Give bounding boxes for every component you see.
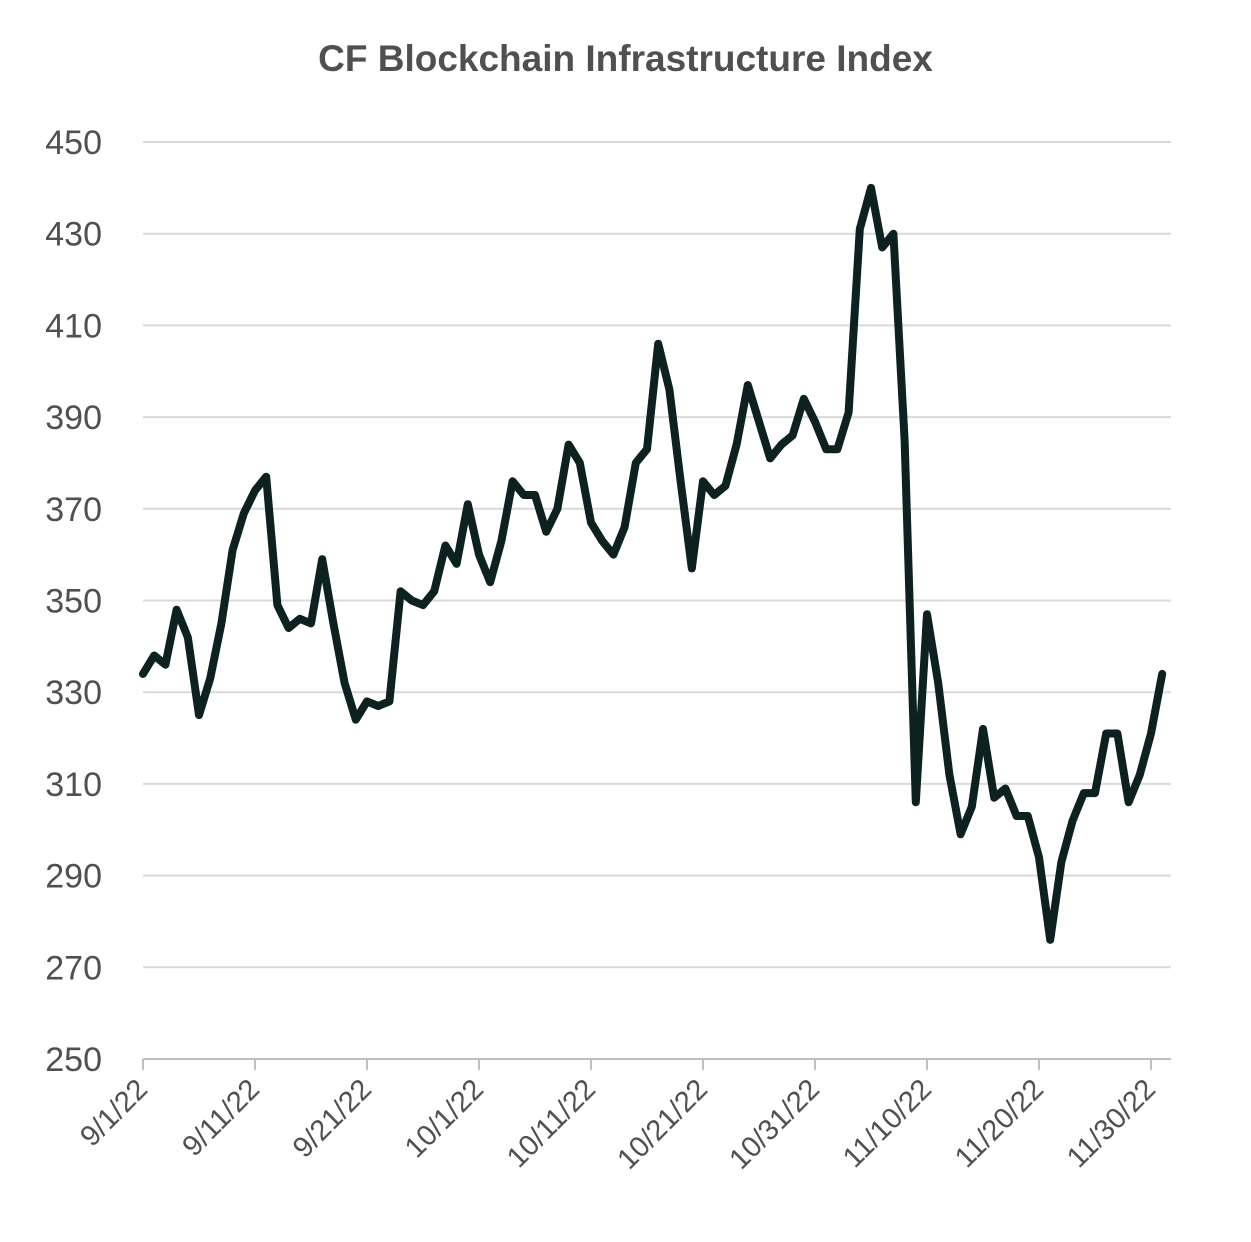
y-tick-label-450: 450 [45, 124, 102, 162]
y-tick-label-290: 290 [45, 858, 102, 896]
chart-title: CF Blockchain Infrastructure Index [318, 38, 933, 79]
y-tick-label-310: 310 [45, 766, 102, 804]
x-axis-tick-labels: 9/1/22 9/11/22 9/21/22 10/1/22 10/11/22 10/21… [74, 1073, 1162, 1175]
x-tick-label-1: 9/11/22 [176, 1073, 266, 1163]
gridlines [143, 141, 1171, 969]
x-tick-label-3: 10/1/22 [399, 1073, 490, 1164]
series-line-0 [139, 183, 1167, 944]
x-tick-label-6: 10/31/22 [723, 1073, 825, 1175]
y-tick-label-370: 370 [45, 491, 102, 529]
y-tick-label-270: 270 [45, 949, 102, 987]
x-tick-label-5: 10/21/22 [611, 1073, 713, 1175]
y-tick-label-350: 350 [45, 583, 102, 621]
y-tick-label-250: 250 [45, 1041, 102, 1079]
x-axis [142, 1058, 1171, 1070]
x-tick-label-8: 11/20/22 [949, 1073, 1050, 1174]
y-axis-tick-labels: 250 270 290 310 330 350 370 390 410 430 450 [45, 124, 102, 1079]
y-tick-label-410: 410 [45, 307, 102, 345]
x-tick-label-0: 9/1/22 [74, 1073, 154, 1153]
x-tick-label-7: 11/10/22 [837, 1073, 938, 1174]
x-tick-label-4: 10/11/22 [501, 1073, 602, 1174]
series-layer [139, 183, 1167, 944]
y-tick-label-330: 330 [45, 674, 102, 712]
y-tick-label-430: 430 [45, 216, 102, 254]
x-tick-label-2: 9/21/22 [287, 1073, 378, 1164]
x-tick-label-9: 11/30/22 [1061, 1073, 1162, 1174]
y-tick-label-390: 390 [45, 399, 102, 437]
